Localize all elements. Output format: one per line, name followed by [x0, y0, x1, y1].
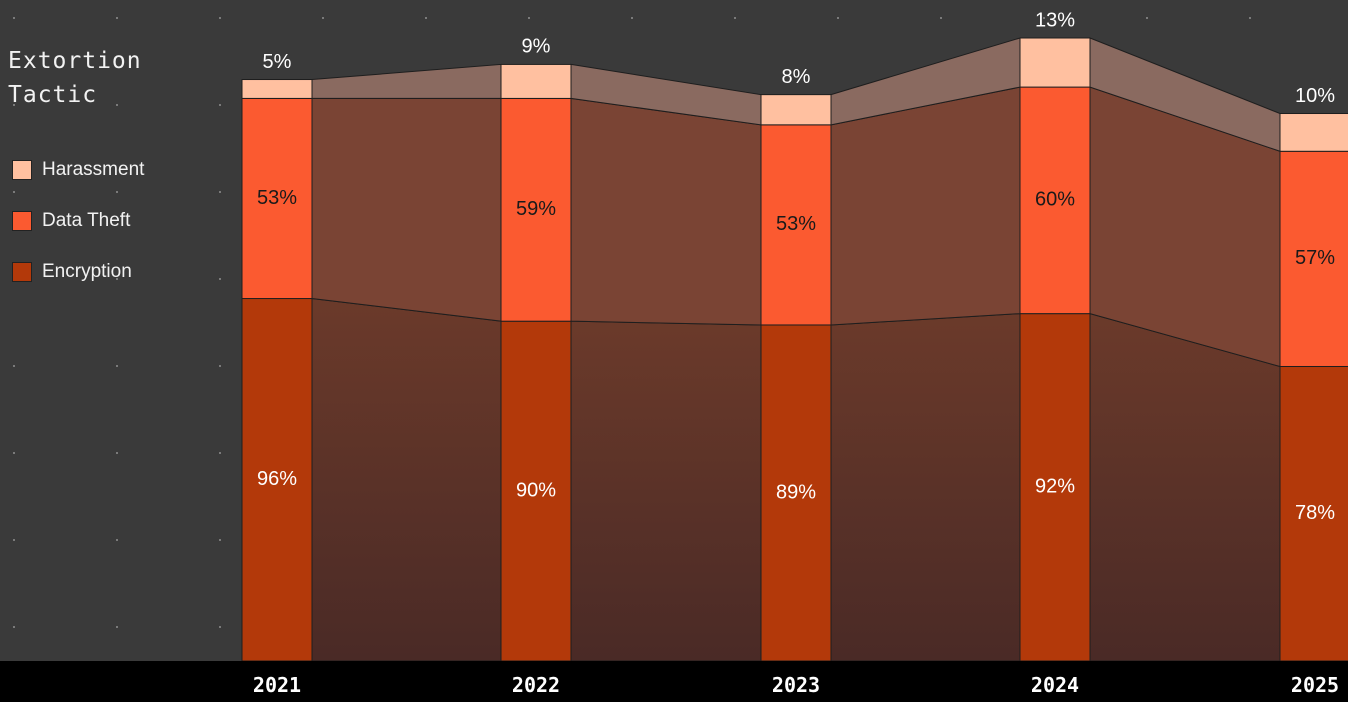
legend: Harassment Data Theft Encryption [12, 144, 144, 297]
grid-dot [13, 539, 15, 541]
grid-dot [116, 17, 118, 19]
bar-encryption [1279, 365, 1348, 662]
data-label-encryption: 96% [257, 468, 297, 490]
data-label-harassment: 13% [1035, 9, 1075, 31]
data-label-data-theft: 53% [257, 187, 297, 209]
data-label-encryption: 92% [1035, 476, 1075, 498]
legend-title: Extortion Tactic [8, 48, 142, 108]
grid-dot [219, 17, 221, 19]
bars [241, 37, 1348, 662]
legend-item-encryption: Encryption [12, 246, 144, 297]
legend-swatch-encryption [12, 261, 32, 282]
bar-harassment [760, 94, 832, 126]
bar-harassment [1279, 113, 1348, 152]
connector-area-data-theft [830, 86, 1021, 326]
grid-dot [116, 539, 118, 541]
bar-data-theft [1019, 86, 1091, 315]
grid-dot [13, 191, 15, 193]
connector-area-encryption [830, 313, 1021, 662]
x-tick-label: 2023 [772, 673, 820, 697]
grid-dot [1249, 17, 1251, 19]
legend-swatch-data-theft [12, 210, 32, 231]
bar-harassment [241, 79, 313, 99]
grid-dot [13, 104, 15, 106]
grid-dot [219, 626, 221, 628]
grid-dot [1146, 17, 1148, 19]
connector-area-encryption [311, 297, 502, 662]
bar-harassment [500, 63, 572, 99]
data-label-encryption: 90% [516, 479, 556, 501]
legend-item-data-theft: Data Theft [12, 195, 144, 246]
bar-encryption [1019, 313, 1091, 662]
grid-dot [116, 191, 118, 193]
connector-area-data-theft [570, 97, 762, 326]
grid-dot [940, 17, 942, 19]
x-tick-label: 2021 [253, 673, 301, 697]
bar-encryption [760, 324, 832, 662]
grid-dot [219, 104, 221, 106]
grid-dot [734, 17, 736, 19]
grid-dot [1043, 17, 1045, 19]
data-label-data-theft: 53% [776, 213, 816, 235]
grid-dot [528, 17, 530, 19]
grid-dot [631, 17, 633, 19]
bar-encryption [500, 320, 572, 662]
data-label-harassment: 10% [1295, 85, 1335, 107]
grid-dot [219, 539, 221, 541]
bar-data-theft [500, 97, 572, 322]
legend-item-harassment: Harassment [12, 144, 144, 195]
grid-dot [219, 452, 221, 454]
x-tick-label: 2024 [1031, 673, 1079, 697]
grid-dot [13, 626, 15, 628]
connector-area-harassment [311, 63, 502, 99]
grid-dot [116, 104, 118, 106]
data-label-harassment: 8% [782, 66, 811, 88]
x-tick-label: 2025 [1291, 673, 1339, 697]
data-labels: 96% 53% 5% 90% 59% 9% 89% 53% 8% 92% 60% 13% 78% 57% 1… [257, 9, 1335, 524]
connector-areas [311, 37, 1281, 662]
data-label-harassment: 9% [522, 36, 551, 58]
grid-dot [219, 278, 221, 280]
connector-area-encryption [570, 320, 762, 662]
grid-dot [116, 626, 118, 628]
data-label-harassment: 5% [263, 51, 292, 73]
grid-dot [116, 365, 118, 367]
bar-data-theft [760, 124, 832, 326]
grid-dot [425, 17, 427, 19]
grid-dot [116, 278, 118, 280]
grid-dot [13, 17, 15, 19]
x-axis-band [0, 661, 1348, 702]
grid-dot [837, 17, 839, 19]
grid-dot [116, 452, 118, 454]
data-label-data-theft: 59% [516, 198, 556, 220]
data-label-encryption: 78% [1295, 502, 1335, 524]
grid-dot [219, 365, 221, 367]
data-label-data-theft: 60% [1035, 189, 1075, 211]
connector-area-data-theft [311, 97, 502, 322]
grid-dot [13, 452, 15, 454]
legend-label-data-theft: Data Theft [42, 209, 131, 231]
bar-data-theft [241, 97, 313, 300]
legend-label-harassment: Harassment [42, 158, 145, 180]
bar-harassment [1019, 37, 1091, 88]
grid-dot [13, 365, 15, 367]
legend-label-encryption: Encryption [42, 260, 132, 282]
data-label-data-theft: 57% [1295, 247, 1335, 269]
grid-dot [219, 191, 221, 193]
data-label-encryption: 89% [776, 481, 816, 503]
connector-area-encryption [1089, 312, 1281, 662]
grid-dot [322, 17, 324, 19]
x-tick-label: 2022 [512, 673, 560, 697]
legend-swatch-harassment [12, 159, 32, 180]
x-axis-ticks: 2021 2022 2023 2024 2025 [253, 673, 1339, 697]
